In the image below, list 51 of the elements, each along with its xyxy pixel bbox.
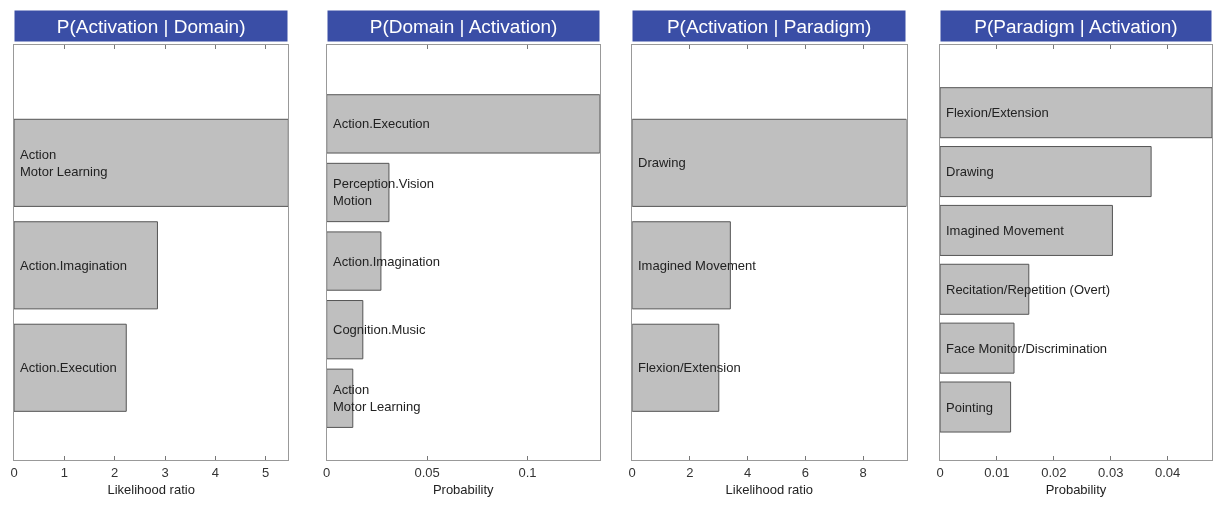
bar xyxy=(326,94,600,154)
bar xyxy=(14,323,127,412)
x-tick-label: 3 xyxy=(161,464,169,480)
category-label: Action Motor Learning xyxy=(20,147,108,179)
x-tick-label: 8 xyxy=(859,464,867,480)
chart-title: P(Paradigm | Activation) xyxy=(974,15,1178,37)
category-label: Flexion/Extension xyxy=(946,105,1049,120)
x-tick-label: 0 xyxy=(10,464,18,480)
category-label: Imagined Movement xyxy=(638,258,756,273)
chart-title: P(Domain | Activation) xyxy=(369,15,558,37)
bar xyxy=(940,87,1212,139)
category-label: Face Monitor/Discrimination xyxy=(946,341,1108,356)
bar xyxy=(14,221,158,310)
category-label: Perception.Vision Motion xyxy=(333,176,434,208)
x-tick-label: 1 xyxy=(60,464,68,480)
category-label: Action.Execution xyxy=(333,116,430,131)
category-label: Action.Imagination xyxy=(20,258,127,273)
chart-title: P(Activation | Paradigm) xyxy=(666,15,872,37)
x-tick-label: 0.01 xyxy=(984,464,1010,480)
x-axis-title: Probability xyxy=(1045,482,1107,498)
x-tick-label: 0 xyxy=(323,464,331,480)
category-label: Imagined Movement xyxy=(946,223,1064,238)
category-label: Pointing xyxy=(946,400,993,415)
x-axis-title: Likelihood ratio xyxy=(725,482,814,498)
bar xyxy=(940,146,1152,198)
x-tick-label: 4 xyxy=(744,464,752,480)
x-axis-title: Likelihood ratio xyxy=(107,482,195,498)
x-tick-label: 0.03 xyxy=(1098,464,1124,480)
x-tick-label: 6 xyxy=(801,464,810,480)
bar xyxy=(632,118,907,207)
x-tick-label: 0.02 xyxy=(1041,464,1067,480)
bar xyxy=(940,204,1113,256)
x-tick-label: 0.05 xyxy=(414,464,440,480)
bar xyxy=(14,118,289,207)
category-label: Drawing xyxy=(638,155,686,170)
x-tick-label: 5 xyxy=(262,464,270,480)
x-tick-label: 0 xyxy=(936,464,944,480)
x-axis-title: Probability xyxy=(432,482,495,498)
category-label: Recitation/Repetition (Overt) xyxy=(946,282,1111,297)
x-tick-label: 2 xyxy=(686,464,694,480)
x-tick-label: 0 xyxy=(628,464,636,480)
bar xyxy=(940,381,1012,433)
x-tick-label: 4 xyxy=(211,464,219,480)
x-tick-label: 0.1 xyxy=(518,464,537,480)
category-label: Action.Execution xyxy=(20,360,117,375)
x-tick-label: 0.04 xyxy=(1154,464,1181,480)
category-label: Flexion/Extension xyxy=(638,360,741,375)
x-tick-label: 2 xyxy=(111,464,119,480)
category-label: Drawing xyxy=(946,164,994,179)
chart-title: P(Activation | Domain) xyxy=(56,15,246,37)
category-label: Action Motor Learning xyxy=(333,382,421,414)
